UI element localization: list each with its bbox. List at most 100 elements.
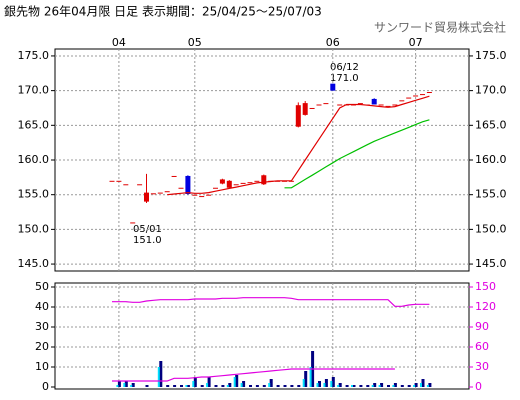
candle-body <box>261 175 267 185</box>
candle-body <box>392 104 398 106</box>
candle-body <box>226 180 232 188</box>
y2-tick-label: 0 <box>475 380 482 393</box>
y-tick-label: 40 <box>35 300 49 313</box>
candle-body <box>219 179 225 184</box>
bar <box>117 381 121 387</box>
bar <box>283 385 287 387</box>
y-tick-label: 0 <box>42 380 49 393</box>
bar <box>297 385 301 387</box>
bar <box>407 385 411 387</box>
bar <box>145 385 149 387</box>
bar <box>186 385 190 387</box>
candle-body <box>316 104 322 106</box>
bar <box>159 361 163 387</box>
candle-body <box>240 182 246 184</box>
bar <box>226 385 229 387</box>
volume-panel <box>54 282 470 390</box>
bar <box>302 379 305 387</box>
y-tick-label: 145.0 <box>475 257 507 270</box>
bar <box>249 385 252 387</box>
candle-body <box>420 94 425 96</box>
y-tick-label: 165.0 <box>18 118 50 131</box>
bar <box>413 385 416 387</box>
bar <box>331 377 335 387</box>
candle-body <box>371 98 377 105</box>
bar <box>193 377 197 387</box>
y-tick-label: 150.0 <box>18 222 50 235</box>
bar <box>200 385 204 387</box>
bar <box>207 377 211 387</box>
annotation: 06/12 <box>330 62 359 73</box>
bar <box>206 383 209 387</box>
bar <box>324 379 328 387</box>
line <box>112 297 430 307</box>
candle-body <box>337 104 343 106</box>
y-tick-label: 160.0 <box>475 153 507 166</box>
y2-tick-label: 150 <box>475 280 496 293</box>
candle-body <box>247 182 253 184</box>
candle-body <box>426 92 432 94</box>
bar <box>131 383 135 387</box>
bar <box>393 383 397 387</box>
annotation: 171.0 <box>330 73 359 84</box>
chart-subtitle: サンワード貿易株式会社 <box>374 20 506 35</box>
bar <box>316 383 319 387</box>
x-tick-label: 04 <box>112 36 126 49</box>
bar <box>318 381 321 387</box>
y-tick-label: 175.0 <box>475 49 507 62</box>
candle-body <box>150 193 156 195</box>
bar <box>378 385 381 387</box>
candle-body <box>330 83 336 91</box>
bar <box>323 383 326 387</box>
candle-body <box>116 180 122 182</box>
bar <box>233 377 236 387</box>
bar <box>214 385 218 387</box>
candle-body <box>357 103 363 105</box>
bar <box>123 383 126 387</box>
bar <box>157 367 160 387</box>
candle-body <box>192 194 198 196</box>
y-tick-label: 165.0 <box>475 118 507 131</box>
bar <box>255 385 259 387</box>
y-tick-label: 170.0 <box>475 84 507 97</box>
bar <box>338 383 342 387</box>
y2-tick-label: 120 <box>475 300 496 313</box>
y2-tick-label: 90 <box>475 320 489 333</box>
x-tick-label: 06 <box>326 36 340 49</box>
bar <box>414 383 418 387</box>
candle-body <box>185 175 191 194</box>
bar <box>242 381 246 387</box>
chart-title: 銀先物 26年04月限 日足 表示期間：25/04/25～25/07/03 <box>4 5 322 19</box>
bar <box>268 383 271 387</box>
candle-body <box>137 184 143 186</box>
bar <box>330 381 333 387</box>
candle-body <box>385 105 391 107</box>
y-tick-label: 175.0 <box>18 49 50 62</box>
x-tick-label: 05 <box>188 36 202 49</box>
bar <box>185 385 188 387</box>
candle-body <box>178 187 184 189</box>
bar <box>337 385 340 387</box>
bar <box>221 385 225 387</box>
candle-body <box>233 184 239 186</box>
bar <box>420 383 422 387</box>
bar <box>359 385 363 387</box>
y-tick-label: 160.0 <box>18 153 50 166</box>
bar <box>192 381 195 387</box>
bar <box>352 385 356 387</box>
bar <box>290 385 294 387</box>
bar <box>173 385 177 387</box>
y-tick-label: 155.0 <box>18 188 50 201</box>
bar <box>130 385 133 387</box>
candle-body <box>213 187 218 189</box>
bar <box>124 381 128 387</box>
candle-body <box>157 192 163 194</box>
bar <box>240 383 243 387</box>
candle-body <box>406 97 412 99</box>
y-tick-label: 10 <box>35 360 49 373</box>
bar <box>373 383 377 387</box>
candle-body <box>323 103 329 105</box>
bar <box>392 385 395 387</box>
candle-body <box>171 175 177 177</box>
y-tick-label: 145.0 <box>18 257 50 270</box>
